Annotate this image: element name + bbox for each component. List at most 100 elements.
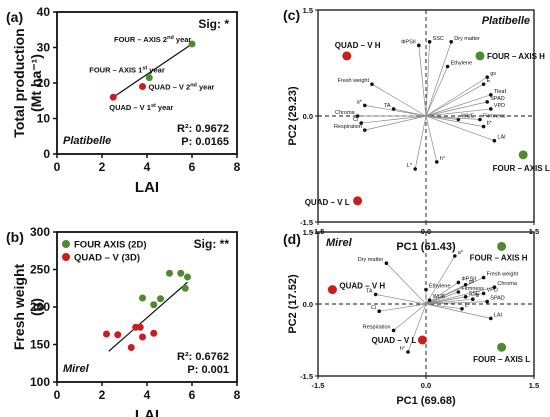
data-point: [136, 323, 144, 331]
data-point: [109, 93, 117, 101]
loading-vector: [393, 108, 427, 117]
loading-point: [481, 124, 486, 129]
p-value-label: P: 0.001: [187, 364, 229, 376]
data-point: [150, 301, 158, 309]
group-label: QUAD – V L: [305, 198, 350, 207]
variable-label: VPD: [494, 103, 505, 109]
loading-vector: [425, 115, 484, 127]
loading-vector: [371, 83, 427, 117]
variable-label: LAI: [497, 135, 506, 141]
loading-point: [449, 40, 454, 44]
loading-point: [427, 40, 432, 44]
variable-label: b*: [487, 121, 493, 127]
y-tick-label: -1.5: [300, 372, 313, 381]
group-label: QUAD – V H: [335, 41, 381, 50]
loading-point: [489, 93, 493, 97]
fit-line: [112, 43, 193, 98]
variable-label: WUE: [433, 294, 446, 300]
x-tick-label: 0: [54, 160, 61, 174]
point-label: QUAD – V 1st year: [109, 103, 173, 112]
loading-point: [417, 43, 421, 48]
data-point: [181, 284, 189, 292]
variable-label: Fresh weight: [338, 78, 370, 84]
x-tick-label: 2: [99, 160, 106, 174]
data-point: [139, 333, 146, 341]
loading-vector: [386, 262, 427, 305]
group-label: FOUR – AXIS L: [493, 164, 550, 173]
r2-label: R²: 0.9672: [177, 123, 229, 135]
variable-label: E: [476, 293, 480, 299]
loading-vector: [425, 115, 481, 120]
panel-label: (a): [6, 9, 23, 25]
loading-vector: [425, 298, 473, 305]
chart-d: -1.5 0.0 1.5 -1.5 0.0 1.5 PC1 (69.68) PC2 (17.5…: [283, 228, 539, 407]
variable-label: Chroma: [335, 110, 356, 116]
y-tick-label: 0: [43, 147, 50, 161]
group-label: QUAD – V L: [371, 336, 416, 345]
variable-label: Chroma: [497, 281, 518, 287]
y-axis-label: Fresh weight: [11, 263, 27, 350]
loading-vector: [425, 76, 488, 117]
loading-vector: [425, 286, 495, 305]
loading-point: [445, 64, 450, 69]
x-axis-label: LAI: [135, 407, 159, 417]
y-tick-label: 0.0: [303, 300, 313, 309]
panel-label: (c): [283, 7, 300, 23]
loading-vector: [425, 108, 491, 117]
variable-label: a*: [458, 250, 464, 256]
y-axis-label: PC2 (29.23): [287, 86, 299, 146]
y-tick-label: 100: [30, 375, 50, 389]
y-tick-label: 1.5: [303, 6, 313, 15]
loading-point: [489, 316, 493, 321]
loading-point: [363, 103, 367, 108]
group-label: QUAD – V H: [339, 282, 385, 291]
group-label: FOUR – AXIS L: [473, 355, 530, 364]
loading-point: [481, 275, 486, 280]
y-tick-label: 0.0: [303, 112, 313, 121]
loading-point: [359, 121, 364, 125]
loading-point: [463, 283, 468, 287]
variable-label: VPD: [487, 287, 498, 293]
loading-vector: [425, 94, 491, 117]
variable-label: Firmness: [483, 114, 506, 120]
x-tick-label: 8: [234, 388, 241, 402]
group-score: [342, 51, 352, 61]
loading-vector: [425, 291, 459, 305]
loading-point: [413, 167, 418, 171]
variable-label: h°: [440, 156, 445, 162]
loading-point: [373, 292, 378, 297]
loading-point: [456, 280, 461, 285]
site-label: Mirel: [63, 363, 90, 375]
data-point: [145, 74, 153, 82]
x-tick-label: 4: [144, 160, 151, 174]
loading-vector: [364, 105, 427, 117]
loading-vector: [425, 284, 466, 305]
x-tick-label: 2: [99, 388, 106, 402]
chart-b: 0 2 4 6 8 100 150 200 250 300 LAI (b) Fresh weight (g…: [6, 225, 241, 417]
panel-label: (d): [283, 231, 301, 247]
group-score: [417, 335, 427, 345]
loading-point: [456, 290, 461, 294]
group-score: [497, 342, 507, 352]
r2-label: R²: 0.6762: [177, 351, 229, 363]
data-point: [139, 294, 146, 302]
group-score: [497, 241, 507, 251]
significance-label: Sig: **: [194, 237, 230, 251]
loading-point: [355, 114, 360, 118]
y-tick-label: 200: [30, 300, 50, 314]
loading-point: [435, 160, 439, 164]
x-axis-label: PC1 (69.68): [396, 395, 456, 407]
loading-point: [471, 297, 475, 302]
y-tick-label: 300: [30, 225, 50, 239]
loading-point: [481, 82, 486, 86]
group-label: FOUR – AXIS H: [470, 253, 528, 262]
p-value-label: P: 0.0165: [181, 136, 229, 148]
loading-vector: [418, 45, 427, 117]
loading-vector: [375, 294, 427, 305]
variable-label: a*: [357, 99, 363, 105]
data-point: [103, 330, 110, 338]
loading-vector: [425, 115, 438, 163]
data-point: [127, 344, 135, 351]
y-tick-label: 1.5: [303, 228, 313, 237]
